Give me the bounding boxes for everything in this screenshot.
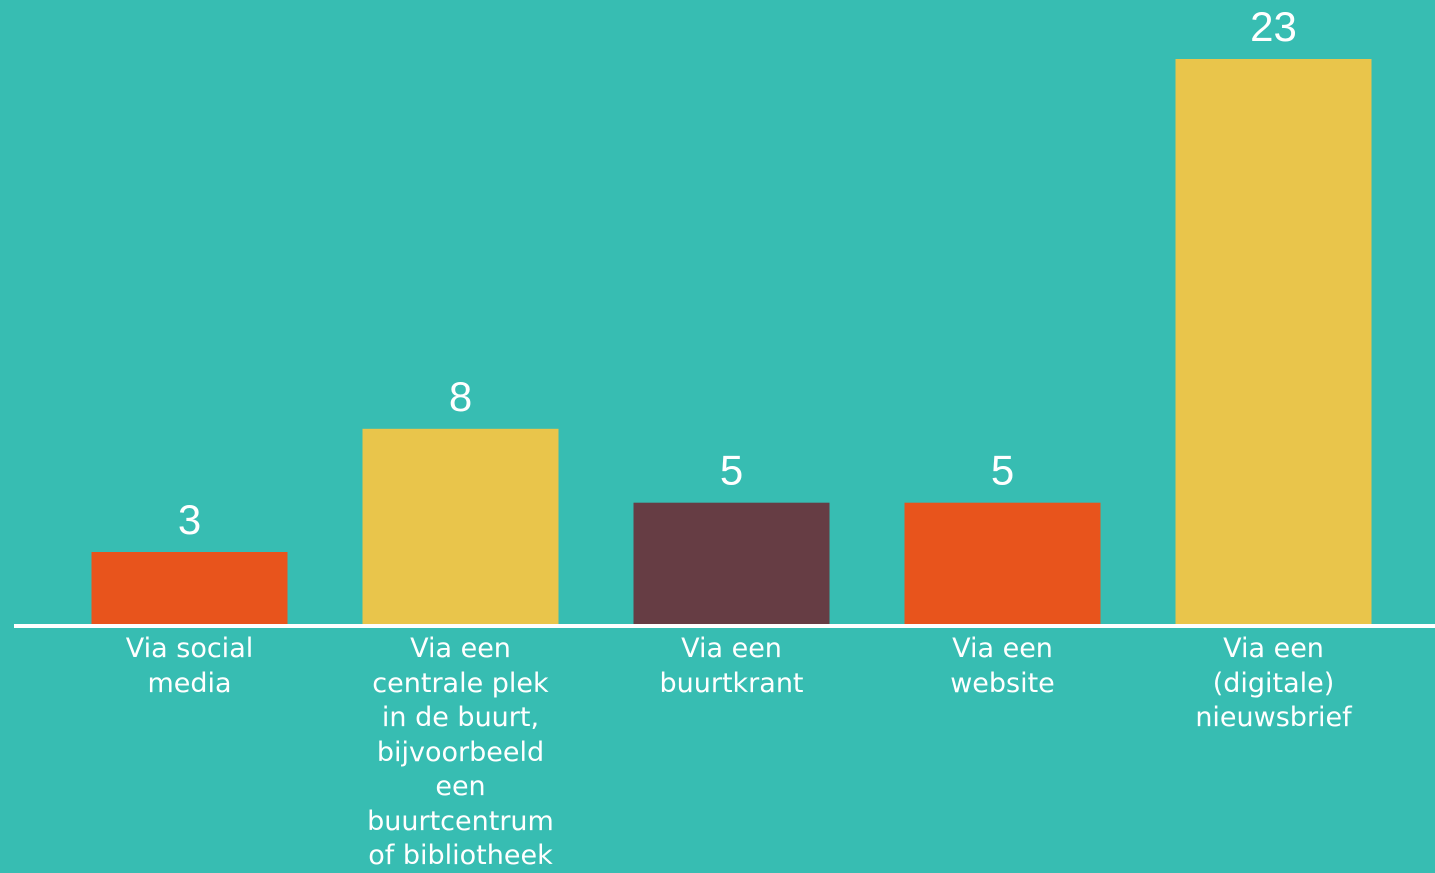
category-label-line: centrale plek (372, 667, 549, 699)
category-label-2: Via een centrale plek in de buurt, bijvoorb… (351, 632, 571, 873)
bar-2 (362, 428, 559, 626)
bar-3 (633, 502, 830, 626)
category-label-1: Via social media (80, 632, 300, 701)
data-label-2: 8 (449, 373, 472, 420)
bar-4 (904, 502, 1101, 626)
category-label-line: buurtkrant (659, 667, 804, 699)
category-label-line: bijvoorbeeld (376, 736, 545, 768)
category-label-line: een (435, 771, 486, 802)
data-label-5: 23 (1250, 3, 1297, 50)
category-label-line: Via een (681, 633, 782, 664)
data-label-4: 5 (991, 447, 1014, 494)
category-label-line: of bibliotheek (368, 840, 553, 871)
bar-1 (91, 552, 288, 626)
category-label-line: website (950, 667, 1055, 699)
category-label-line: (digitale) (1212, 667, 1335, 699)
category-label-line: in de buurt, (381, 702, 540, 733)
category-label-5: Via een (digitale) nieuwsbrief (1164, 632, 1384, 736)
category-label-line: Via een (1223, 633, 1324, 664)
category-label-line: nieuwsbrief (1195, 702, 1352, 733)
category-label-line: Via een (952, 633, 1053, 664)
category-label-line: media (147, 667, 232, 699)
data-label-3: 5 (720, 447, 743, 494)
category-label-4: Via een website (893, 632, 1113, 701)
category-label-line: buurtcentrum (367, 805, 554, 837)
data-label-1: 3 (178, 496, 201, 543)
category-label-3: Via een buurtkrant (622, 632, 842, 701)
category-label-line: Via social (125, 633, 254, 664)
category-label-line: Via een (410, 633, 511, 664)
bar-5 (1175, 59, 1372, 626)
